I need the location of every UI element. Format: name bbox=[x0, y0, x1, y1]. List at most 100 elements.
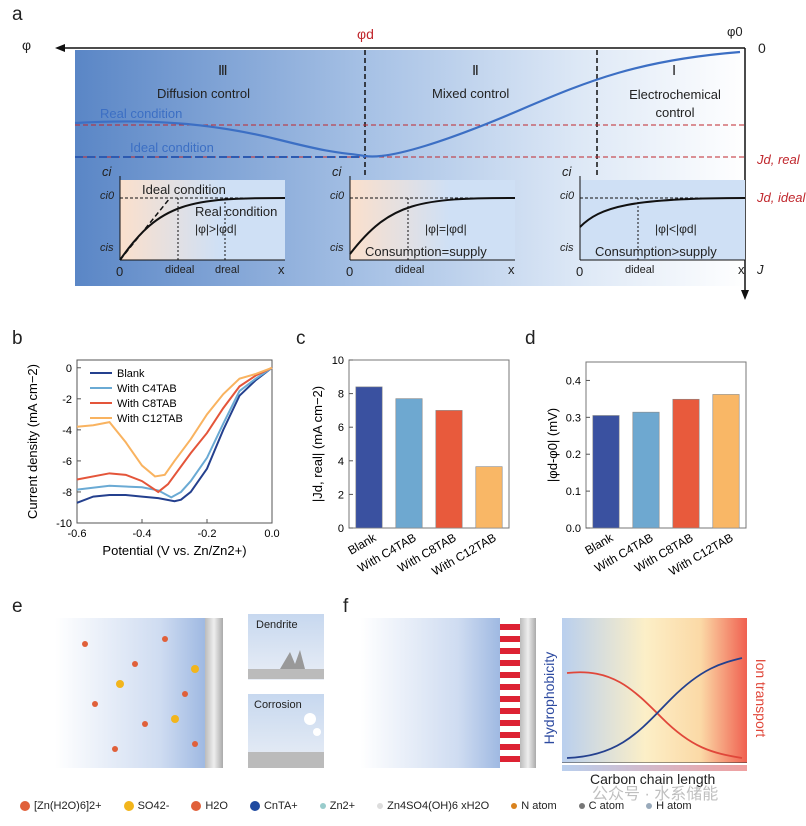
water-icon bbox=[191, 801, 202, 811]
legend-item: SO42- bbox=[123, 800, 169, 812]
n-atom-icon bbox=[511, 803, 518, 809]
origin-label: 0 bbox=[346, 264, 354, 279]
real-condition-curve bbox=[74, 50, 741, 158]
zhs-icon bbox=[377, 803, 384, 809]
ci0-label: ci0 bbox=[330, 190, 345, 202]
region-2-numeral: Ⅱ bbox=[472, 62, 479, 78]
potential-relation: |φ|<|φd| bbox=[655, 222, 697, 236]
ctab-layer bbox=[500, 618, 520, 768]
legend-label: C atom bbox=[588, 800, 625, 812]
y-tick-label: 4 bbox=[338, 456, 344, 468]
tradeoff-plot bbox=[562, 618, 747, 763]
phi-0-label: φ0 bbox=[727, 24, 743, 39]
ci0-label: ci0 bbox=[100, 190, 115, 202]
real-condition-label: Real condition bbox=[100, 106, 183, 121]
inset-plot-2: ci ci0 cis 0 x dideal |φ|=|φd| Consumption=supp… bbox=[330, 162, 520, 280]
plot-frame bbox=[585, 361, 747, 529]
legend-item: H atom bbox=[646, 800, 692, 812]
zn-hydrate-icon bbox=[20, 801, 30, 811]
legend-item: [Zn(H2O)6]2+ bbox=[20, 800, 102, 812]
y-tick-label: -8 bbox=[62, 487, 72, 499]
legend-entry: With C12TAB bbox=[117, 413, 183, 425]
concentration-curve bbox=[349, 197, 516, 255]
series-line-3 bbox=[76, 366, 273, 478]
sulfate-icon bbox=[123, 801, 134, 811]
y-tick-label: 6 bbox=[338, 422, 344, 434]
inset-plot-1: ci ci0 cis 0 x dideal |φ|>|φd| dreal Ideal condi… bbox=[100, 162, 290, 280]
watermark: 公众号 · 水系储能 bbox=[592, 786, 719, 803]
legend-label: H atom bbox=[656, 800, 692, 812]
legend-label: Zn2+ bbox=[329, 800, 356, 812]
panel-label-b: b bbox=[12, 328, 23, 349]
ion-transport-label: Ion transport bbox=[753, 658, 769, 738]
phi-label: φ bbox=[22, 37, 32, 53]
d-ideal-label: dideal bbox=[395, 264, 425, 276]
x-axis-label: Potential (V vs. Zn/Zn2+) bbox=[102, 543, 246, 558]
ideal-condition-inset-label: Ideal condition bbox=[142, 182, 226, 197]
region-3-label: Diffusion control bbox=[157, 86, 250, 101]
ci-label: ci bbox=[102, 164, 112, 179]
panel-label-d: d bbox=[525, 328, 536, 349]
cis-label: cis bbox=[100, 242, 114, 254]
legend-entry: With C4TAB bbox=[117, 383, 177, 395]
origin-label: 0 bbox=[116, 264, 124, 279]
h-atom-icon bbox=[646, 803, 653, 809]
panel-e-particles bbox=[82, 636, 324, 768]
y-tick-label: 0.3 bbox=[566, 412, 581, 424]
ideal-profile bbox=[119, 197, 171, 261]
x-axis-label: x bbox=[278, 262, 285, 277]
consumption-label: Consumption>supply bbox=[595, 244, 717, 259]
y-axis-label: |φd-φ0| (mV) bbox=[545, 408, 560, 482]
bar-0 bbox=[592, 415, 620, 529]
tradeoff-curves bbox=[562, 657, 747, 763]
series-line-1 bbox=[76, 366, 273, 499]
x-tick-label: -0.2 bbox=[198, 528, 217, 540]
hydrophobicity-label: Hydrophobicity bbox=[541, 651, 557, 745]
d-real-label: dreal bbox=[215, 264, 240, 276]
bar-0 bbox=[355, 386, 383, 529]
j-label: J bbox=[757, 262, 764, 277]
series-line-0 bbox=[76, 366, 273, 504]
dendrite-label: Dendrite bbox=[256, 619, 298, 631]
legend-item: C atom bbox=[578, 800, 625, 812]
ctab-icon bbox=[249, 801, 260, 811]
y-tick-label: -6 bbox=[62, 456, 72, 468]
phi-axis-arrow bbox=[55, 44, 65, 52]
j-d-real-label: Jd, real bbox=[757, 152, 800, 167]
corrosion-icon bbox=[248, 713, 324, 768]
y-tick-label: 0 bbox=[338, 523, 344, 535]
zinc-electrode-f bbox=[520, 618, 536, 768]
y-tick-label: -4 bbox=[62, 425, 72, 437]
ci-label: ci bbox=[332, 164, 342, 179]
y-tick-label: 0.0 bbox=[566, 523, 581, 535]
j-axis-arrow bbox=[741, 290, 749, 300]
y-tick-label: 0 bbox=[66, 363, 72, 375]
panel-label-a: a bbox=[12, 4, 23, 25]
electrolyte-region-e bbox=[55, 618, 205, 768]
legend-label: Zn4SO4(OH)6 xH2O bbox=[387, 800, 490, 812]
legend-entry: Blank bbox=[117, 368, 145, 380]
y-tick-label: 10 bbox=[332, 355, 344, 367]
potential-relation: |φ|>|φd| bbox=[195, 222, 237, 236]
x-axis-label: x bbox=[738, 262, 745, 277]
phi-d-label: φd bbox=[357, 26, 374, 42]
legend-item: Zn4SO4(OH)6 xH2O bbox=[377, 800, 489, 812]
carbon-chain-arrow bbox=[562, 765, 747, 771]
x-tick-label: -0.4 bbox=[133, 528, 152, 540]
panel-label-f: f bbox=[343, 596, 349, 617]
y-tick-label: -10 bbox=[56, 518, 72, 530]
zero-label: 0 bbox=[758, 40, 766, 56]
chart-b: -0.6 -0.4 -0.2 0.0 0 -2 -4 -6 -8 -10 Potential (V … bbox=[25, 359, 280, 558]
region-2-label: Mixed control bbox=[432, 86, 510, 101]
region-1-numeral: Ⅰ bbox=[672, 62, 677, 78]
carbon-chain-label: Carbon chain length bbox=[590, 771, 716, 787]
y-tick-label: 0.1 bbox=[566, 486, 581, 498]
zinc-electrode-e bbox=[205, 618, 223, 768]
bar-2 bbox=[435, 410, 463, 529]
c-atom-icon bbox=[578, 803, 585, 809]
bar-2 bbox=[672, 398, 700, 529]
ion-transport-curve bbox=[566, 671, 743, 759]
dendrite-icon bbox=[248, 650, 324, 679]
y-axis-label: Current density (mA cm−2) bbox=[25, 364, 40, 519]
bar-3 bbox=[475, 466, 503, 529]
